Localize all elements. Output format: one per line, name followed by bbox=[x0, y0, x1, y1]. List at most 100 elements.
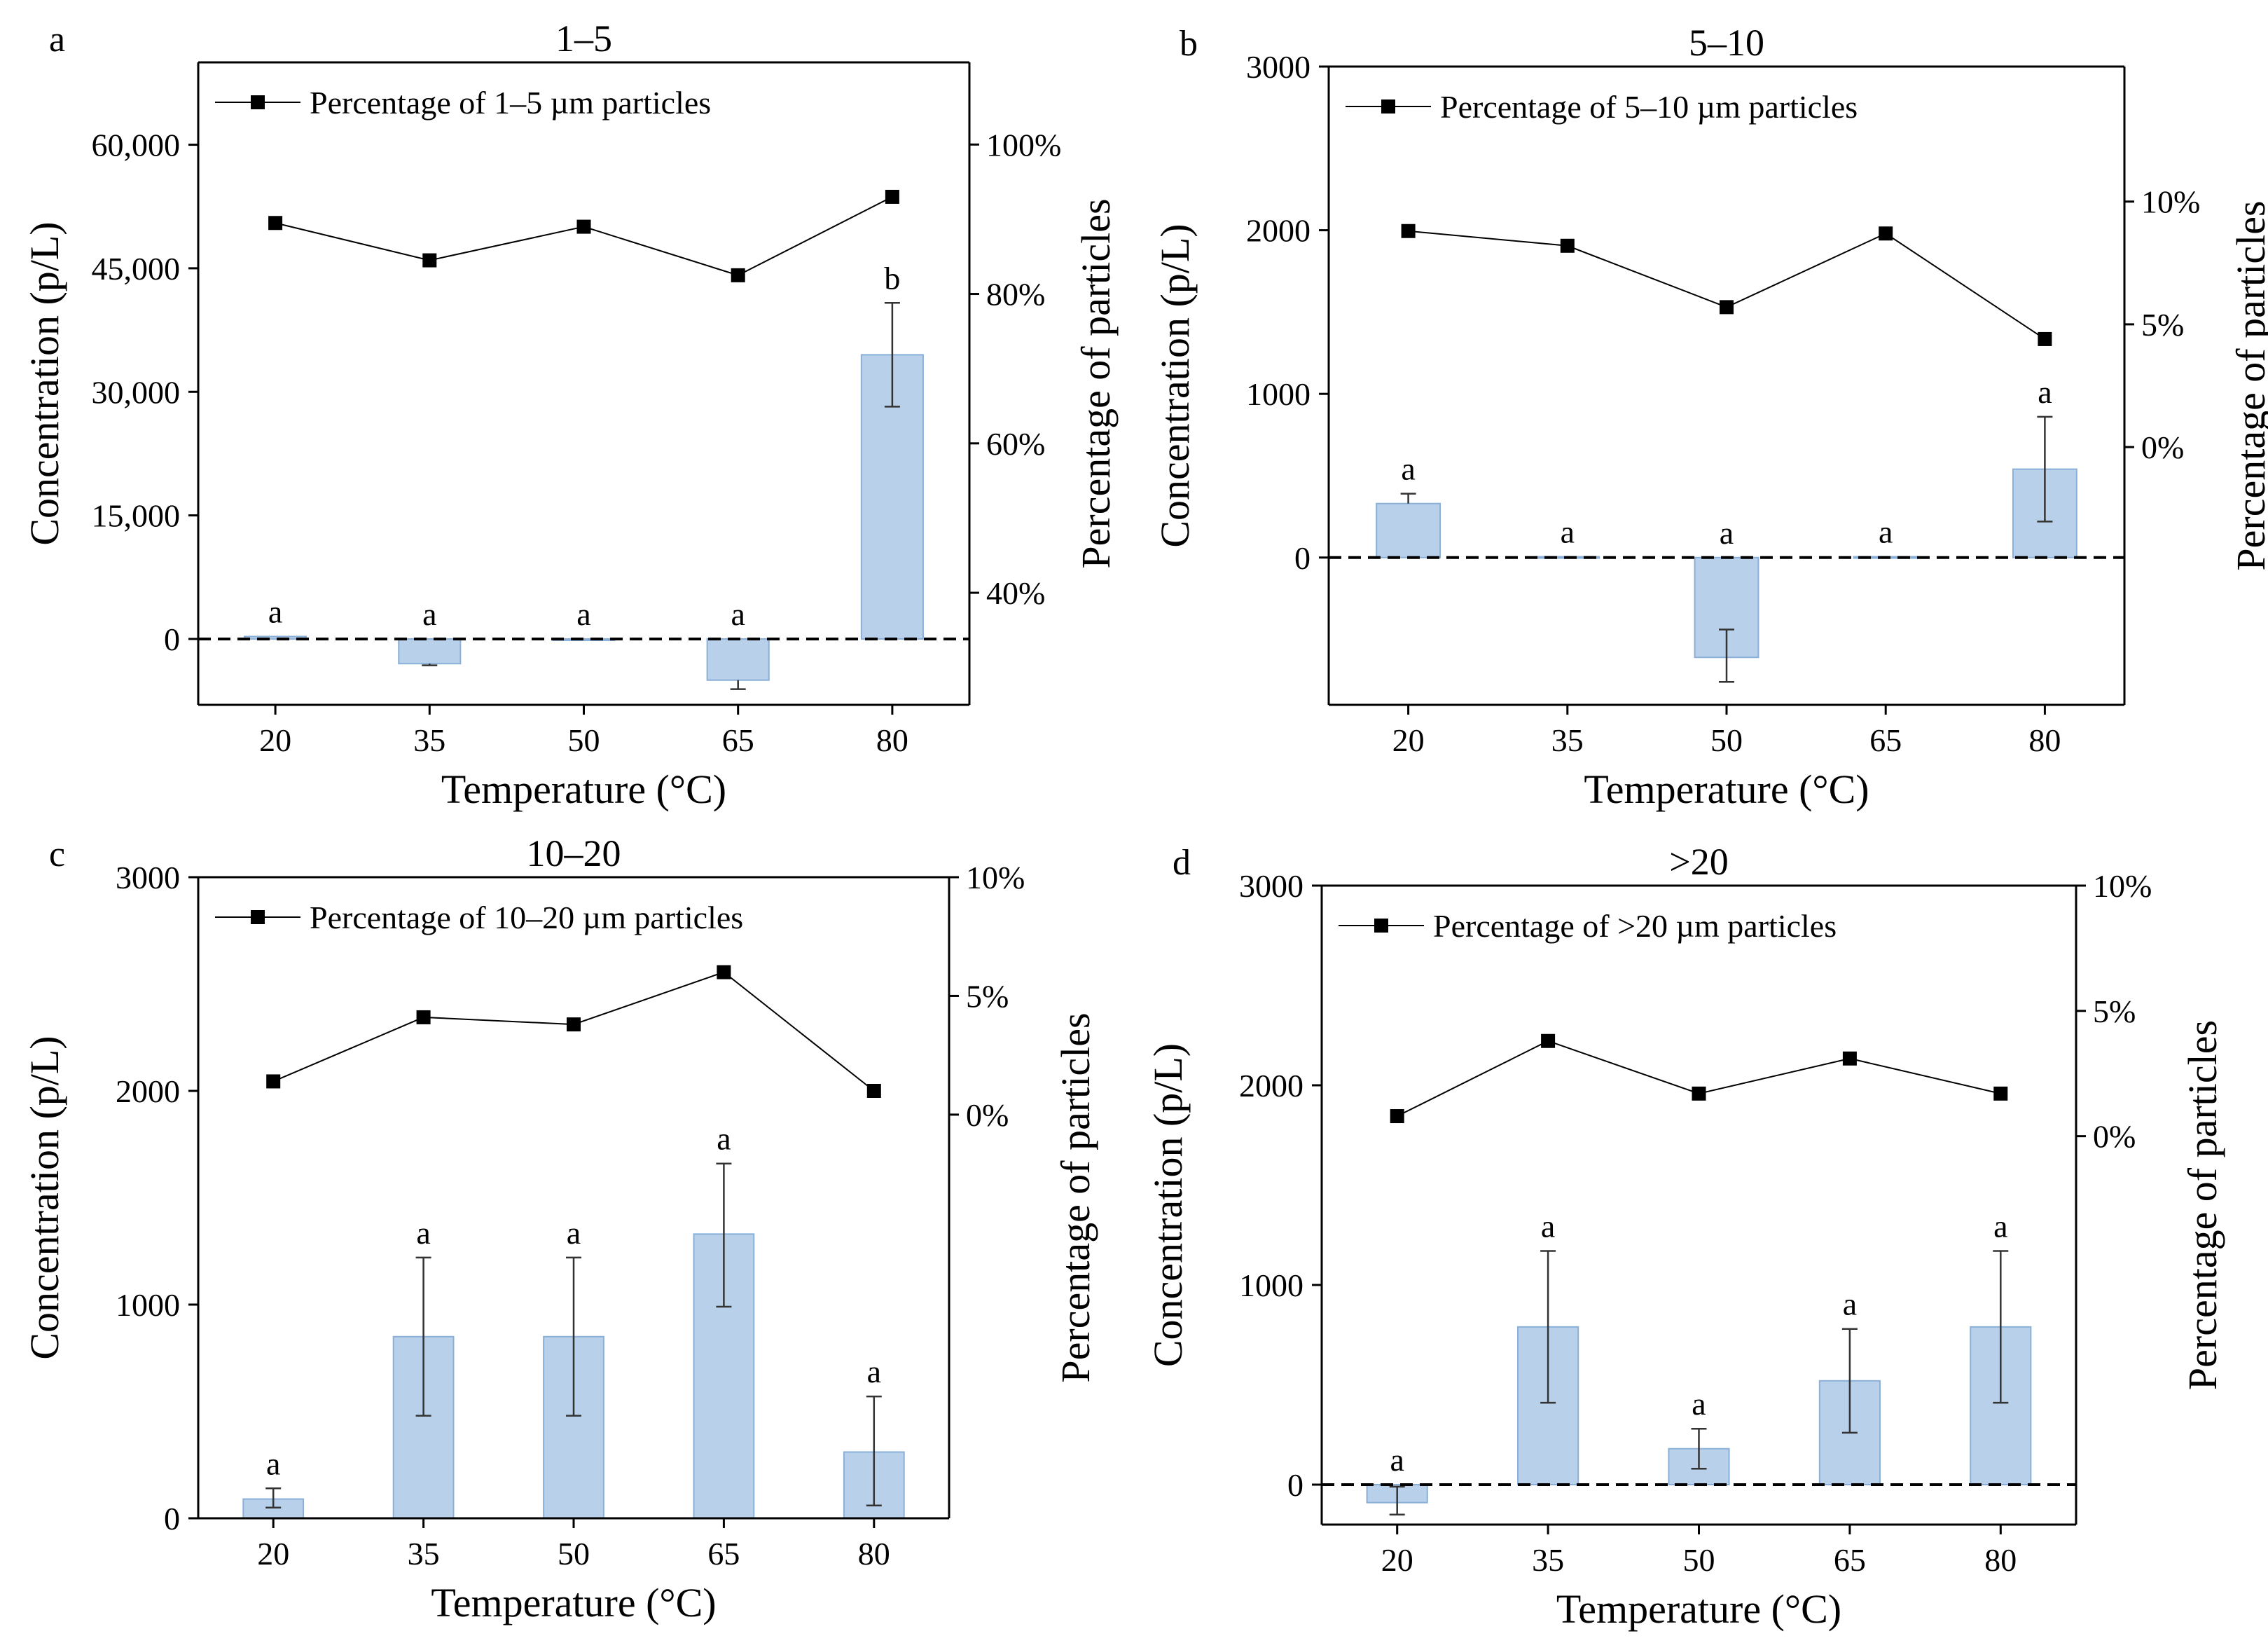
x-tick-label: 20 bbox=[259, 722, 291, 758]
legend-marker bbox=[1381, 99, 1395, 114]
y2-tick-label: 10% bbox=[966, 860, 1025, 895]
x-tick-label: 20 bbox=[257, 1536, 289, 1572]
significance-letter: a bbox=[1541, 1209, 1555, 1244]
x-tick-label: 35 bbox=[413, 722, 445, 758]
x-tick-label: 65 bbox=[1834, 1542, 1866, 1578]
line-marker bbox=[1879, 226, 1893, 241]
legend-marker bbox=[251, 95, 265, 109]
panel-b: b 5–10 a a a a a 0 1000 2000 3000 0% 5% 10% 20 35 50 65 80… bbox=[1152, 22, 2268, 812]
y2-tick-label: 80% bbox=[986, 277, 1045, 312]
y2-axis-label: Percentage of particles bbox=[1073, 198, 1119, 568]
line-marker bbox=[567, 1017, 581, 1032]
significance-letter: a bbox=[1879, 514, 1893, 550]
significance-letter: a bbox=[266, 1445, 280, 1481]
y-tick-label: 1000 bbox=[116, 1287, 180, 1323]
x-tick-label: 65 bbox=[1869, 722, 1902, 758]
line-marker bbox=[1390, 1109, 1404, 1124]
line-marker bbox=[2038, 331, 2052, 346]
legend-marker bbox=[1374, 919, 1388, 933]
significance-letter: a bbox=[1843, 1286, 1857, 1322]
y-tick-label: 0 bbox=[164, 1501, 180, 1536]
bar bbox=[1376, 502, 1441, 558]
panel-title: 5–10 bbox=[1689, 22, 1764, 64]
x-tick-label: 80 bbox=[1984, 1542, 2017, 1578]
y2-tick-label: 10% bbox=[2093, 868, 2152, 904]
y-axis-label: Concentration (p/L) bbox=[1145, 1043, 1191, 1367]
line-marker bbox=[885, 189, 899, 204]
x-tick-label: 50 bbox=[1683, 1542, 1715, 1578]
significance-letter: a bbox=[717, 1121, 731, 1157]
x-tick-label: 50 bbox=[568, 722, 600, 758]
panel-letter: c bbox=[49, 834, 65, 874]
line-marker bbox=[416, 1010, 431, 1024]
x-tick-label: 50 bbox=[1710, 722, 1743, 758]
legend-marker bbox=[251, 910, 265, 924]
y2-axis-label: Percentage of particles bbox=[2180, 1020, 2225, 1390]
line-marker bbox=[1541, 1033, 1556, 1048]
bar bbox=[706, 638, 770, 681]
significance-letter: a bbox=[1390, 1442, 1404, 1478]
y-tick-label: 15,000 bbox=[92, 498, 181, 534]
x-axis-label: Temperature (°C) bbox=[1556, 1586, 1841, 1632]
y2-tick-label: 5% bbox=[2141, 307, 2184, 343]
line-marker bbox=[1993, 1086, 2008, 1101]
line-marker bbox=[266, 1074, 281, 1089]
bar bbox=[398, 638, 462, 665]
significance-letter: a bbox=[422, 596, 436, 632]
y2-tick-label: 5% bbox=[2093, 994, 2136, 1029]
x-tick-label: 50 bbox=[558, 1536, 590, 1572]
line-marker bbox=[268, 216, 283, 231]
significance-letter: a bbox=[1692, 1386, 1706, 1422]
line-marker bbox=[1401, 224, 1416, 238]
x-axis-label: Temperature (°C) bbox=[431, 1580, 716, 1625]
y2-tick-label: 10% bbox=[2141, 184, 2200, 220]
percentage-line bbox=[1408, 230, 2045, 340]
y-axis-label: Concentration (p/L) bbox=[1152, 224, 1198, 547]
line-marker bbox=[866, 1084, 881, 1098]
y-tick-label: 0 bbox=[164, 621, 180, 657]
percentage-line bbox=[275, 196, 893, 276]
panel-title: 1–5 bbox=[555, 18, 612, 60]
y2-tick-label: 0% bbox=[966, 1097, 1009, 1133]
x-tick-label: 80 bbox=[858, 1536, 890, 1572]
line-marker bbox=[1560, 238, 1575, 253]
x-tick-label: 35 bbox=[1532, 1542, 1564, 1578]
legend-label: Percentage of 10–20 µm particles bbox=[310, 900, 743, 935]
panel-c: c 10–20 a a a a a 0 1000 2000 3000 0% 5% 10% 20 35 50 65 8… bbox=[22, 832, 1098, 1625]
line-marker bbox=[1720, 300, 1734, 315]
y-tick-label: 0 bbox=[1294, 540, 1311, 576]
x-tick-label: 65 bbox=[707, 1536, 740, 1572]
significance-letter: a bbox=[1720, 515, 1734, 551]
panel-letter: b bbox=[1180, 24, 1198, 64]
significance-letter: a bbox=[731, 596, 745, 632]
x-axis-label: Temperature (°C) bbox=[1584, 766, 1869, 812]
significance-letter: a bbox=[1401, 451, 1415, 487]
x-tick-label: 65 bbox=[722, 722, 754, 758]
y-tick-label: 45,000 bbox=[92, 251, 181, 287]
significance-letter: a bbox=[1561, 514, 1575, 550]
legend-label: Percentage of 1–5 µm particles bbox=[310, 85, 711, 121]
percentage-line bbox=[272, 971, 875, 1092]
line-marker bbox=[576, 219, 591, 234]
line-marker bbox=[1692, 1086, 1706, 1101]
significance-letter: a bbox=[567, 1215, 581, 1251]
y-axis-label: Concentration (p/L) bbox=[22, 221, 67, 545]
y-tick-label: 60,000 bbox=[92, 128, 181, 163]
x-tick-label: 80 bbox=[2028, 722, 2061, 758]
x-tick-label: 20 bbox=[1392, 722, 1425, 758]
panel-d: d >20 a a a a a 0 1000 2000 3000 0% 5% 10% 20 35 50 65 80 T… bbox=[1145, 841, 2225, 1632]
significance-letter: a bbox=[416, 1215, 430, 1251]
y-tick-label: 3000 bbox=[1239, 868, 1304, 904]
y2-tick-label: 100% bbox=[986, 127, 1061, 163]
line-marker bbox=[1842, 1051, 1857, 1066]
line-marker bbox=[731, 268, 745, 282]
y-tick-label: 1000 bbox=[1239, 1267, 1304, 1303]
legend-label: Percentage of 5–10 µm particles bbox=[1440, 89, 1858, 125]
panel-title: 10–20 bbox=[527, 832, 621, 874]
line-marker bbox=[717, 965, 731, 979]
panel-letter: a bbox=[49, 20, 65, 60]
y2-tick-label: 40% bbox=[986, 575, 1045, 611]
panel-letter: d bbox=[1173, 843, 1191, 883]
x-tick-label: 35 bbox=[1551, 722, 1584, 758]
